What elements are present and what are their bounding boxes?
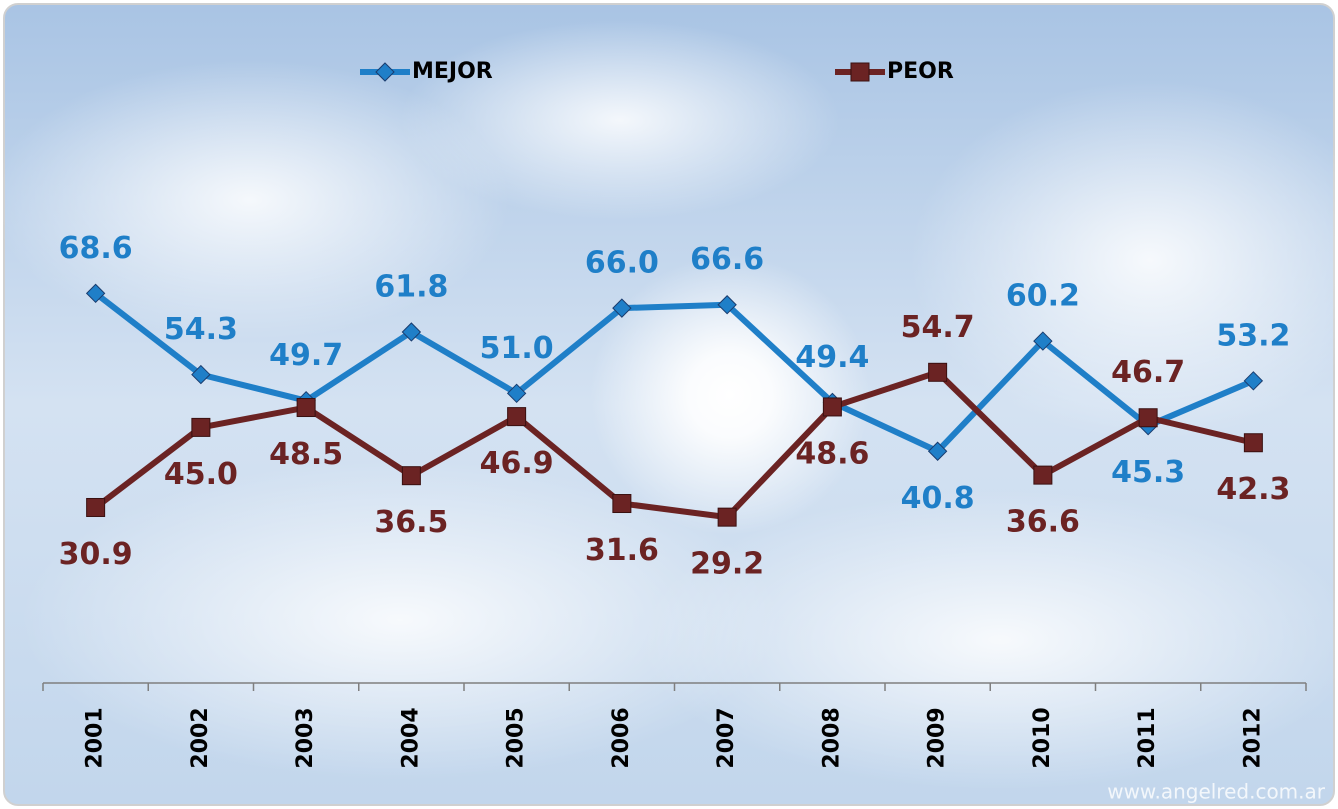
marker: [85, 283, 106, 304]
watermark: www.angelred.com.ar: [1107, 780, 1326, 804]
data-label: 29.2: [690, 547, 764, 582]
data-label: 48.5: [269, 437, 343, 472]
data-label: 31.6: [585, 533, 659, 568]
marker: [401, 466, 421, 486]
data-label: 30.9: [59, 537, 133, 572]
data-label: 68.6: [59, 231, 133, 266]
marker: [717, 507, 737, 527]
data-label: 66.0: [585, 246, 659, 281]
marker: [86, 497, 106, 517]
x-tick-label: 2005: [504, 707, 529, 768]
x-tick-label: 2007: [714, 707, 739, 768]
series: [93, 290, 1255, 455]
marker: [296, 398, 316, 418]
data-label: 45.3: [1111, 455, 1185, 490]
marker: [507, 407, 527, 427]
line: [93, 369, 1255, 521]
marker: [850, 62, 870, 82]
marker: [1033, 465, 1053, 485]
x-tick-label: 2002: [188, 707, 213, 768]
data-label: 51.0: [480, 331, 554, 366]
data-label: 49.7: [269, 338, 343, 373]
x-tick-label: 2010: [1030, 707, 1055, 768]
data-label: 42.3: [1216, 472, 1290, 507]
data-label: 46.9: [480, 446, 554, 481]
marker: [928, 362, 948, 382]
data-label: 36.6: [1006, 505, 1080, 540]
data-label: 66.6: [690, 242, 764, 277]
marker: [1243, 371, 1264, 391]
marker: [612, 494, 632, 514]
marker: [822, 397, 842, 417]
marker: [191, 417, 211, 437]
data-label: 49.4: [795, 340, 869, 375]
marker: [612, 298, 632, 318]
data-label: 54.3: [164, 312, 238, 347]
line: [93, 290, 1255, 455]
clouds: [0, 20, 1338, 790]
data-label: 54.7: [901, 310, 975, 345]
data-label: 60.2: [1006, 279, 1080, 314]
legend-label: PEOR: [887, 59, 954, 84]
data-label: 48.6: [795, 436, 869, 471]
data-label: 40.8: [901, 481, 975, 516]
x-tick-label: 2012: [1240, 707, 1265, 768]
x-tick-label: 2009: [925, 707, 950, 768]
data-label: 45.0: [164, 457, 238, 492]
series: [93, 369, 1255, 521]
marker: [506, 383, 527, 404]
x-tick-label: 2001: [83, 707, 108, 768]
x-tick-label: 2004: [398, 707, 423, 768]
x-tick-label: 2003: [293, 707, 318, 768]
marker: [717, 295, 737, 315]
marker: [1138, 408, 1158, 428]
data-label: 36.5: [374, 505, 448, 540]
x-tick-label: 2011: [1135, 707, 1160, 768]
marker: [927, 441, 948, 461]
marker: [191, 364, 211, 385]
marker: [375, 62, 395, 82]
data-label: 46.7: [1111, 355, 1185, 390]
legend-label: MEJOR: [412, 59, 493, 84]
marker: [1243, 433, 1263, 453]
x-tick-label: 2008: [819, 707, 844, 768]
data-label: 53.2: [1216, 318, 1290, 353]
marker: [1033, 331, 1053, 351]
x-tick-label: 2006: [609, 707, 634, 768]
marker: [401, 322, 422, 342]
data-label: 61.8: [374, 269, 448, 304]
